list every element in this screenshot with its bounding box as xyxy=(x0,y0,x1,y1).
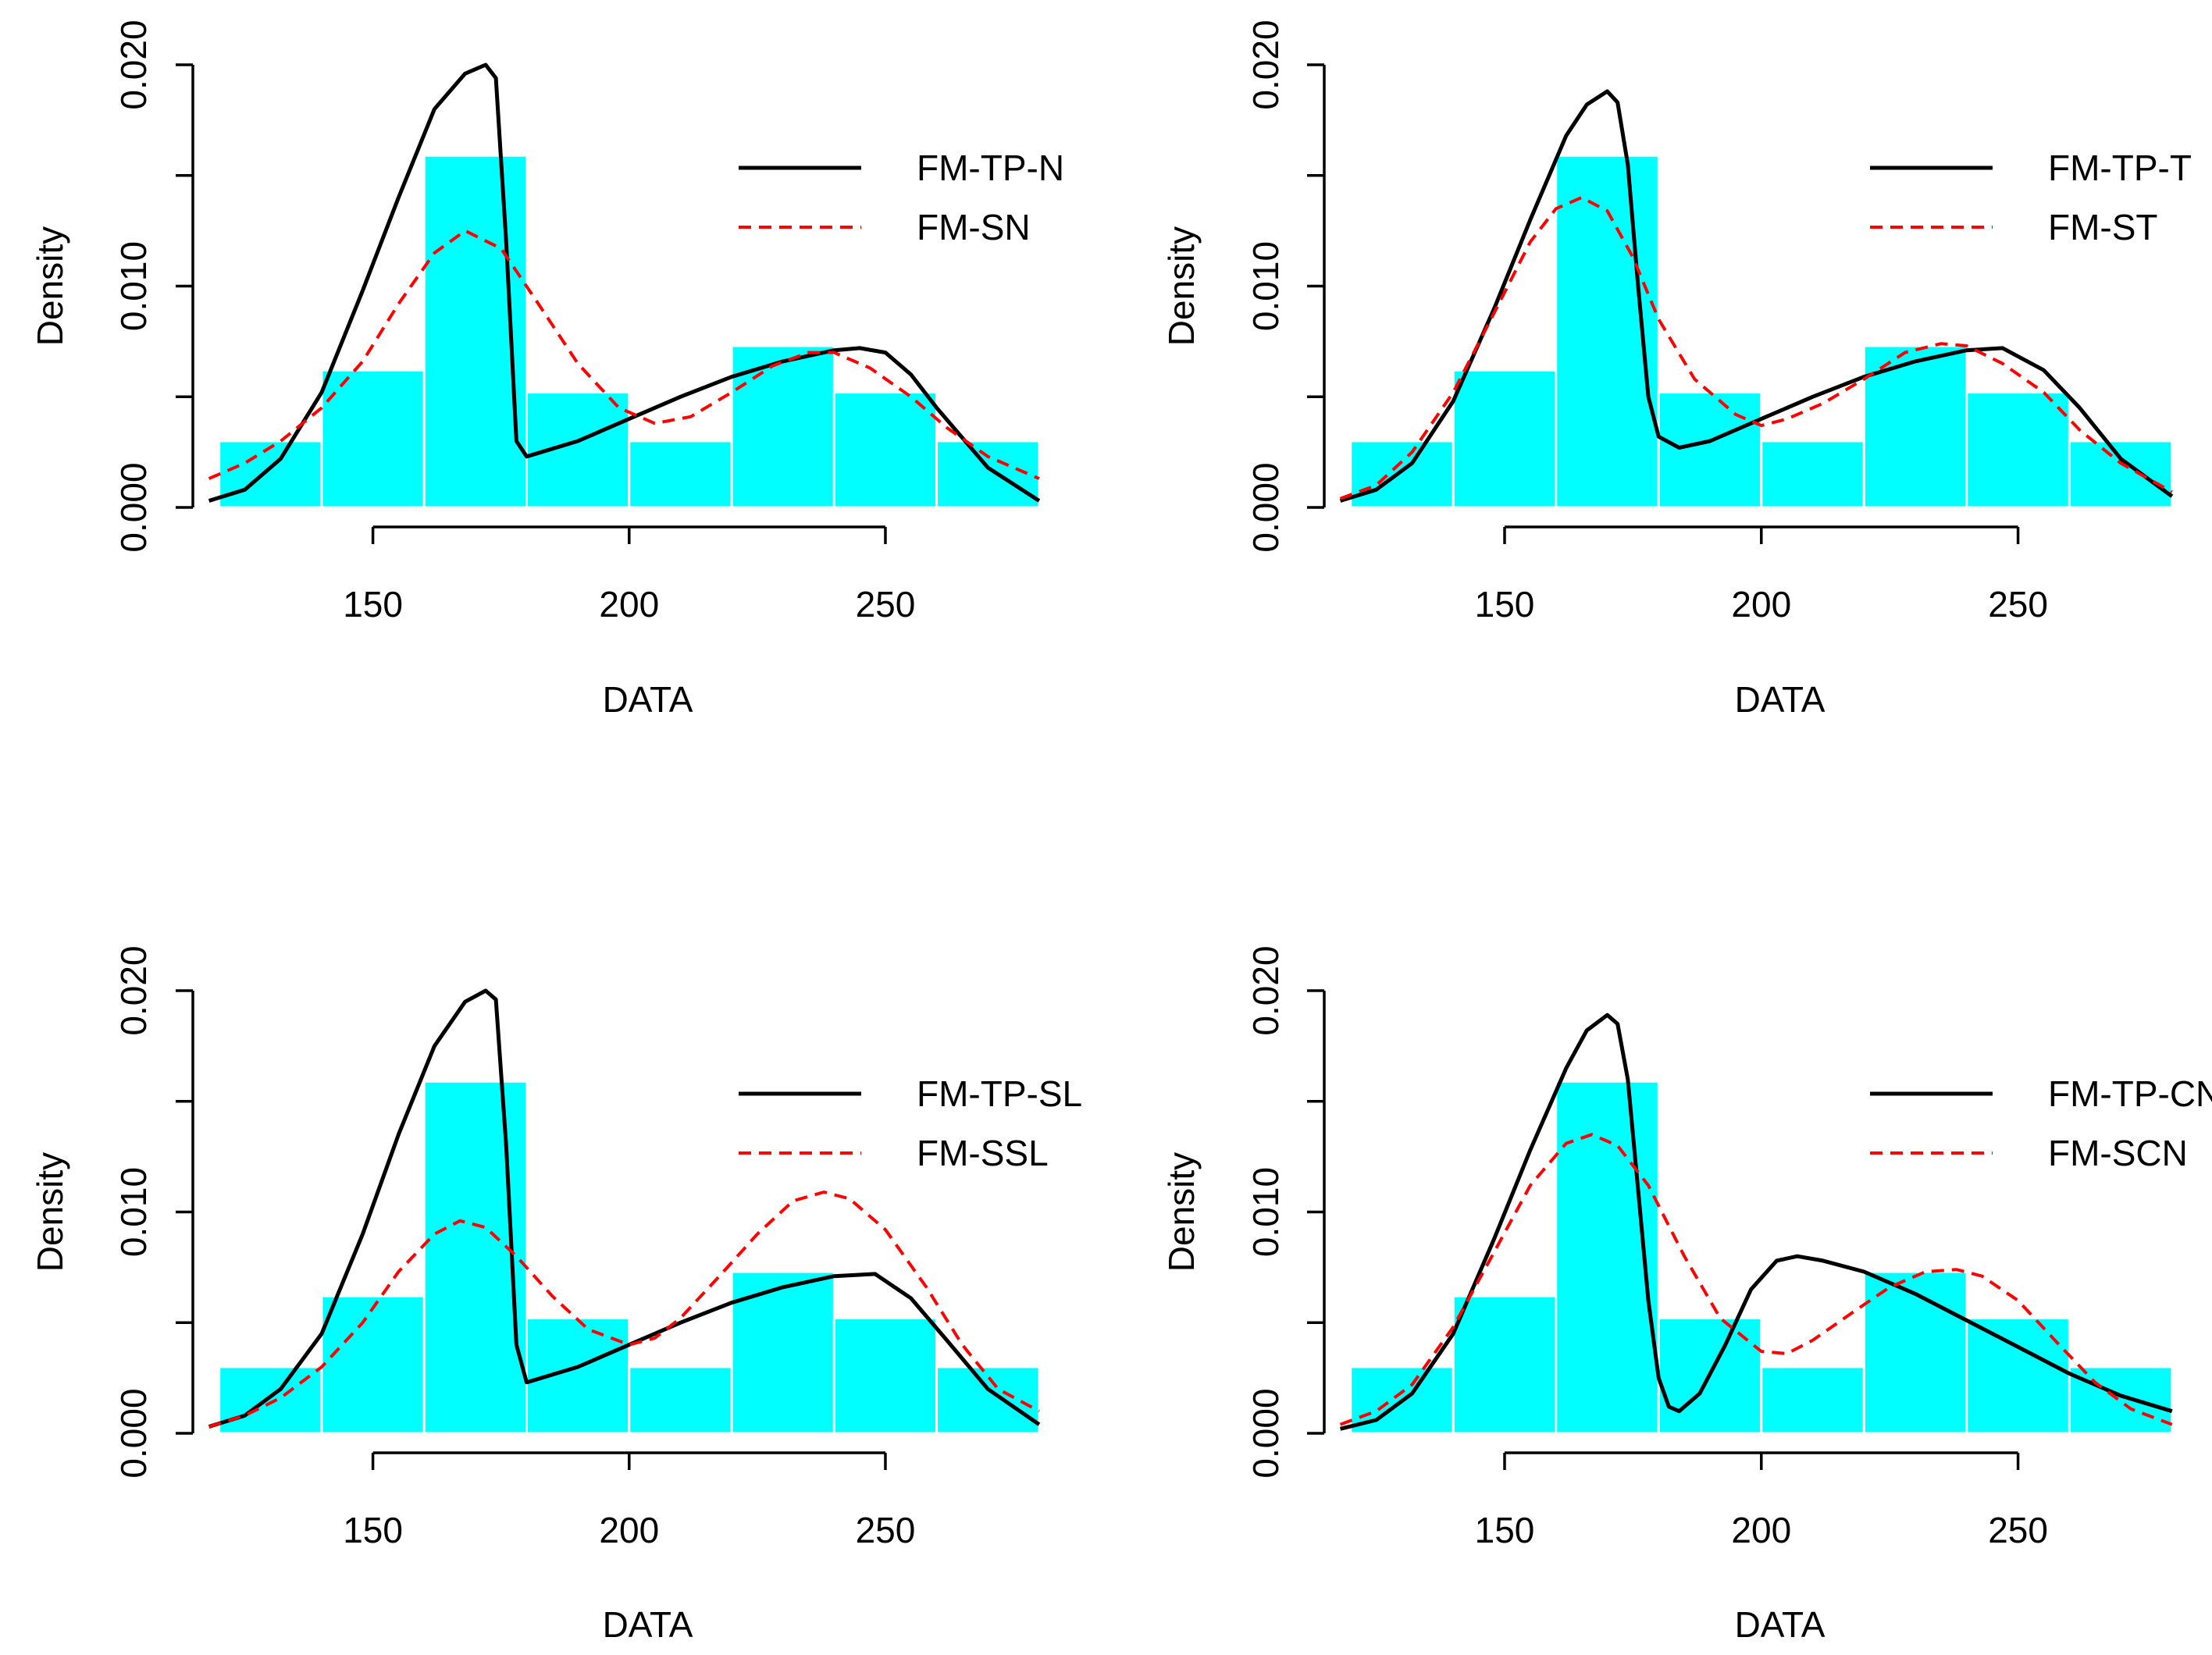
y-tick-label: 0.000 xyxy=(113,1388,154,1478)
x-tick-label: 250 xyxy=(1988,584,2048,625)
x-axis-title: DATA xyxy=(603,679,693,720)
y-tick-label: 0.000 xyxy=(1245,1388,1286,1478)
histogram-bar xyxy=(1452,368,1558,509)
x-tick-label: 250 xyxy=(856,584,916,625)
x-tick-label: 250 xyxy=(856,1510,916,1550)
y-tick-label: 0.020 xyxy=(1245,20,1286,109)
y-tick-label: 0.010 xyxy=(113,241,154,331)
histogram-bar xyxy=(832,391,939,509)
x-tick-label: 150 xyxy=(1475,584,1535,625)
y-tick-label: 0.020 xyxy=(113,945,154,1035)
legend-label: FM-SCN xyxy=(2048,1133,2188,1173)
density-curve-fm-st xyxy=(1339,196,2173,500)
histogram-bar xyxy=(2068,1365,2174,1435)
density-curve-fm-tp-t xyxy=(1339,89,2174,503)
histogram-bar xyxy=(320,1294,426,1435)
histogram-bar xyxy=(320,368,426,509)
x-tick-label: 150 xyxy=(343,584,403,625)
density-curve-fm-ssl xyxy=(208,1191,1040,1429)
x-tick-label: 250 xyxy=(1988,1510,2048,1550)
legend: FM-TP-CN FM-SCN xyxy=(1870,1073,2212,1173)
legend-label: FM-SSL xyxy=(917,1133,1049,1173)
histogram-bar xyxy=(218,440,323,509)
histogram-bar xyxy=(1965,1317,2071,1435)
x-tick-label: 150 xyxy=(1475,1510,1535,1550)
x-axis-title: DATA xyxy=(1735,1604,1826,1645)
panel-fm-tp-sl: 0.000 0.010 0.020 Density 150 200 250 DATA FM-TP… xyxy=(30,945,1082,1645)
x-axis-title: DATA xyxy=(1735,679,1826,720)
histogram-bar xyxy=(2068,440,2174,509)
density-curve-fm-sn xyxy=(208,229,1040,480)
panel-fm-tp-t: 0.000 0.010 0.020 Density 150 200 250 DATA FM-TP… xyxy=(1161,20,2192,720)
legend-label: FM-TP-CN xyxy=(2048,1073,2212,1114)
y-axis-title: Density xyxy=(1161,226,1202,346)
x-tick-label: 200 xyxy=(1731,584,1791,625)
legend-label: FM-TP-N xyxy=(917,148,1064,188)
legend-label: FM-TP-SL xyxy=(917,1073,1082,1114)
histogram-bar xyxy=(935,1365,1041,1435)
density-curve-fm-tp-cn xyxy=(1340,1013,2173,1431)
legend-label: FM-ST xyxy=(2048,207,2158,247)
histogram-bar xyxy=(1965,391,2071,509)
density-curve-fm-scn xyxy=(1339,1133,2173,1426)
y-tick-label: 0.010 xyxy=(1245,1167,1286,1257)
histogram-bar xyxy=(1760,440,1865,509)
histogram-bar xyxy=(628,1365,733,1435)
histogram-bar xyxy=(730,1270,835,1435)
histogram-bar xyxy=(730,344,835,509)
density-curve-fm-tp-sl xyxy=(208,988,1041,1429)
legend-label: FM-SN xyxy=(917,207,1031,247)
x-tick-label: 200 xyxy=(599,1510,659,1550)
histogram-bar xyxy=(1452,1294,1558,1435)
y-tick-label: 0.010 xyxy=(1245,241,1286,331)
y-tick-label: 0.020 xyxy=(113,20,154,109)
histogram-bar xyxy=(935,440,1041,509)
density-curve-fm-tp-n xyxy=(208,62,1041,503)
legend: FM-TP-N FM-SN xyxy=(739,148,1064,247)
panel-fm-tp-cn: 0.000 0.010 0.020 Density 150 200 250 DATA FM-TP… xyxy=(1161,945,2212,1645)
x-axis-title: DATA xyxy=(603,1604,693,1645)
y-tick-label: 0.010 xyxy=(113,1167,154,1257)
x-tick-label: 200 xyxy=(1731,1510,1791,1550)
y-axis-title: Density xyxy=(1161,1152,1202,1272)
y-tick-label: 0.000 xyxy=(1245,462,1286,552)
panel-fm-tp-n: 0.000 0.010 0.020 Density 150 200 250 DATA FM-TP… xyxy=(30,20,1064,720)
legend: FM-TP-SL FM-SSL xyxy=(739,1073,1082,1173)
histogram-bar xyxy=(1349,440,1455,509)
y-tick-label: 0.020 xyxy=(1245,945,1286,1035)
y-tick-label: 0.000 xyxy=(113,462,154,552)
histogram-bar xyxy=(1862,344,1968,509)
histogram-bar xyxy=(628,440,733,509)
histogram-bar xyxy=(422,1080,529,1435)
y-axis-title: Density xyxy=(30,226,70,346)
histogram-bar xyxy=(832,1317,939,1435)
histogram-bar xyxy=(1657,391,1763,509)
legend: FM-TP-T FM-ST xyxy=(1870,148,2192,247)
legend-label: FM-TP-T xyxy=(2048,148,2192,188)
x-tick-label: 150 xyxy=(343,1510,403,1550)
y-axis-title: Density xyxy=(30,1152,70,1272)
histogram-bar xyxy=(1760,1365,1865,1435)
x-tick-label: 200 xyxy=(599,584,659,625)
